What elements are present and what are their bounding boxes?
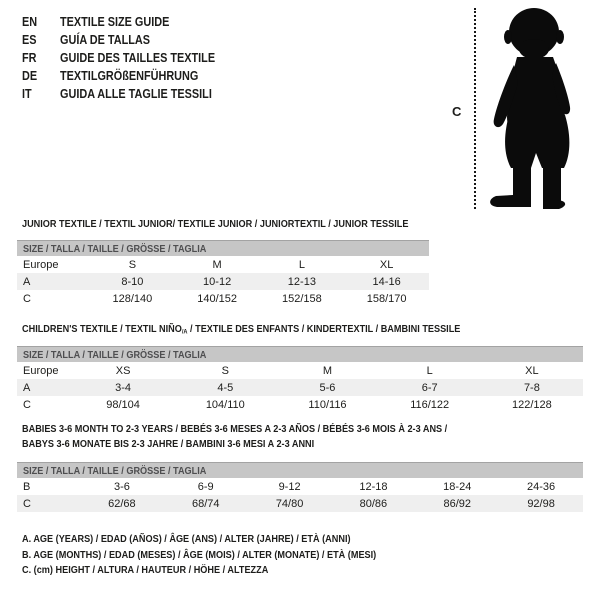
row-label: C — [23, 292, 31, 305]
height-dotted-line — [474, 8, 476, 209]
title-line: BABIES 3-6 MONTH TO 2-3 YEARS / BEBÉS 3-… — [22, 423, 448, 435]
section-title-junior: JUNIOR TEXTILE / TEXTIL JUNIOR/ TEXTILE … — [22, 218, 409, 230]
table-cell: 116/122 — [410, 398, 450, 411]
table-cell: 80/86 — [359, 497, 388, 510]
table-cell: 74/80 — [275, 497, 304, 510]
table-cell: 24-36 — [527, 480, 556, 493]
table-cell: 86/92 — [443, 497, 471, 510]
table-cell: S — [128, 258, 137, 271]
language-title: TEXTILE SIZE GUIDE — [60, 15, 170, 29]
table-cell: 62/68 — [108, 497, 136, 510]
table-cell: 4-5 — [217, 381, 234, 394]
size-header-bar: SIZE / TALLA / TAILLE / GRÖSSE / TAGLIA — [17, 346, 583, 362]
table-cell: 122/128 — [512, 398, 552, 411]
children-size-table: SIZE / TALLA / TAILLE / GRÖSSE / TAGLIA … — [17, 346, 583, 413]
table-cell: 3-4 — [115, 381, 132, 394]
table-cell: 5-6 — [319, 381, 336, 394]
language-row-fr: FR GUIDE DES TAILLES TEXTILE — [22, 49, 238, 67]
section-title-babies: BABIES 3-6 MONTH TO 2-3 YEARS / BEBÉS 3-… — [22, 422, 511, 452]
section-title-children: CHILDREN'S TEXTILE / TEXTIL NIÑO/A / TEX… — [22, 322, 526, 339]
language-title: TEXTILGRÖßENFÜHRUNG — [60, 69, 199, 83]
table-cell: L — [426, 364, 433, 377]
language-title: GUIDA ALLE TAGLIE TESSILI — [60, 87, 212, 101]
legend-line-b: B. AGE (MONTHS) / EDAD (MESES) / ÂGE (MO… — [22, 548, 377, 561]
table-cell: 128/140 — [112, 292, 153, 305]
table-cell: 12-18 — [359, 480, 388, 493]
table-cell: 10-12 — [203, 275, 232, 288]
table-row-europe: Europe S M L XL — [17, 256, 429, 273]
baby-silhouette-icon — [490, 8, 571, 209]
table-cell: 12-13 — [287, 275, 316, 288]
language-title: GUIDE DES TAILLES TEXTILE — [60, 51, 216, 65]
table-row-height: C 128/140 140/152 152/158 158/170 — [17, 290, 429, 307]
table-cell: 18-24 — [443, 480, 472, 493]
row-label: B — [23, 480, 31, 493]
table-cell: 14-16 — [372, 275, 401, 288]
table-cell: M — [322, 364, 333, 377]
table-cell: 6-9 — [197, 480, 214, 493]
language-code: FR — [22, 51, 37, 65]
junior-size-table: SIZE / TALLA / TAILLE / GRÖSSE / TAGLIA … — [17, 240, 429, 307]
table-cell: 9-12 — [278, 480, 301, 493]
table-cell: 158/170 — [366, 292, 407, 305]
table-cell: 3-6 — [113, 480, 130, 493]
language-list: EN TEXTILE SIZE GUIDE ES GUÍA DE TALLAS … — [22, 13, 238, 103]
table-cell: 6-7 — [421, 381, 438, 394]
row-label: C — [23, 497, 31, 510]
language-title: GUÍA DE TALLAS — [60, 33, 151, 47]
language-row-es: ES GUÍA DE TALLAS — [22, 31, 238, 49]
table-row-age-months: B 3-6 6-9 9-12 12-18 18-24 24-36 — [17, 478, 583, 495]
table-row-europe: Europe XS S M L XL — [17, 362, 583, 379]
title-text: / TEXTILE DES ENFANTS / KINDERTEXTIL / B… — [187, 323, 461, 335]
table-cell: S — [221, 364, 229, 377]
legend-line-a: A. AGE (YEARS) / EDAD (AÑOS) / ÂGE (ANS)… — [22, 533, 351, 545]
row-label: A — [23, 381, 31, 394]
table-cell: M — [212, 258, 222, 271]
row-label: C — [23, 398, 31, 411]
table-cell: XL — [525, 364, 539, 377]
legend-line-c: C. (cm) HEIGHT / ALTURA / HAUTEUR / HÖHE… — [22, 564, 269, 576]
table-cell: 68/74 — [191, 497, 220, 510]
language-code: EN — [22, 15, 38, 29]
row-label: A — [23, 275, 31, 288]
language-row-en: EN TEXTILE SIZE GUIDE — [22, 13, 238, 31]
table-cell: 98/104 — [106, 398, 140, 411]
row-label: Europe — [23, 258, 59, 271]
size-header-bar: SIZE / TALLA / TAILLE / GRÖSSE / TAGLIA — [17, 240, 429, 256]
language-code: ES — [22, 33, 37, 47]
language-row-it: IT GUIDA ALLE TAGLIE TESSILI — [22, 85, 238, 103]
height-measure-label: C — [452, 104, 462, 119]
row-label: Europe — [23, 364, 59, 377]
language-code: DE — [22, 69, 38, 83]
title-subscript: /A — [181, 328, 188, 336]
table-cell: 7-8 — [523, 381, 540, 394]
size-header-bar: SIZE / TALLA / TAILLE / GRÖSSE / TAGLIA — [17, 462, 583, 478]
table-row-height: C 98/104 104/110 110/116 116/122 122/128 — [17, 396, 583, 413]
table-row-height: C 62/68 68/74 74/80 80/86 86/92 92/98 — [17, 495, 583, 512]
table-row-age: A 3-4 4-5 5-6 6-7 7-8 — [17, 379, 583, 396]
language-code: IT — [22, 87, 32, 101]
babies-size-table: SIZE / TALLA / TAILLE / GRÖSSE / TAGLIA … — [17, 462, 583, 512]
table-cell: XL — [379, 258, 394, 271]
table-cell: 110/116 — [308, 398, 347, 411]
table-cell: 8-10 — [121, 275, 144, 288]
table-row-age: A 8-10 10-12 12-13 14-16 — [17, 273, 429, 290]
title-text: CHILDREN'S TEXTILE / TEXTIL NIÑO — [22, 323, 182, 335]
table-cell: XS — [115, 364, 131, 377]
table-cell: 152/158 — [281, 292, 322, 305]
table-cell: 92/98 — [527, 497, 555, 510]
table-cell: 140/152 — [197, 292, 237, 305]
table-cell: 104/110 — [205, 398, 245, 411]
title-line: BABYS 3-6 MONATE BIS 2-3 JAHRE / BAMBINI… — [22, 438, 315, 450]
table-cell: L — [298, 258, 305, 271]
measurement-legend: A. AGE (YEARS) / EDAD (AÑOS) / ÂGE (ANS)… — [22, 533, 429, 580]
language-row-de: DE TEXTILGRÖßENFÜHRUNG — [22, 67, 238, 85]
